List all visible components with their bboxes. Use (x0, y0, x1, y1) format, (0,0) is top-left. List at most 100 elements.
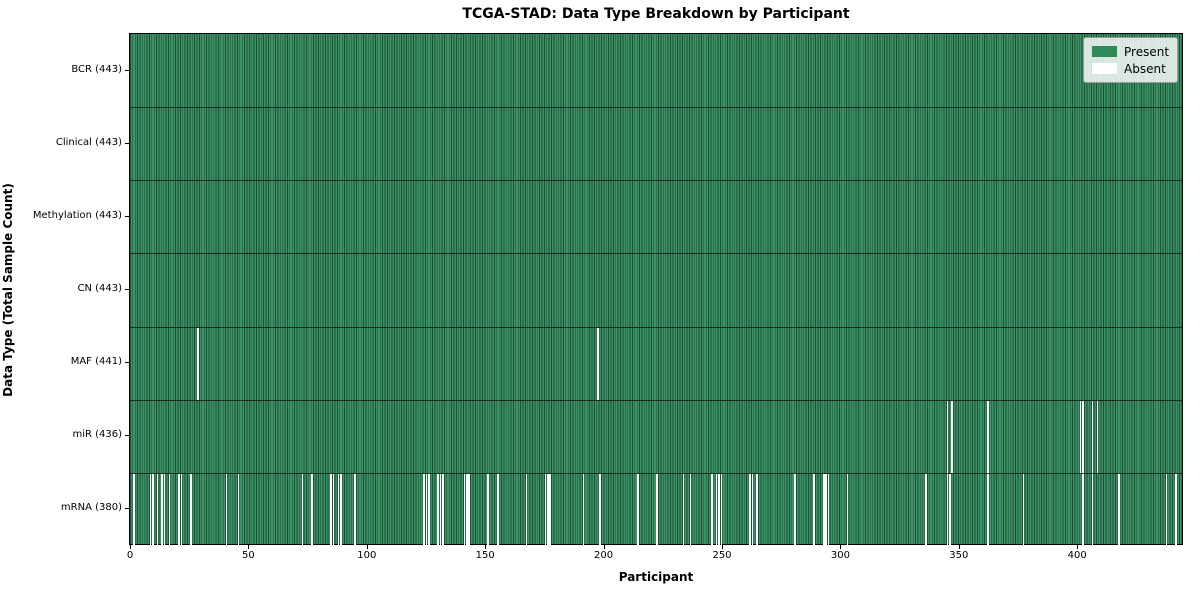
absent-bar (749, 473, 751, 546)
absent-bar (132, 473, 135, 546)
absent-bar (423, 473, 425, 546)
absent-bar (437, 473, 440, 546)
absent-bar (987, 473, 989, 546)
legend-label: Present (1124, 44, 1170, 59)
absent-bar (1117, 473, 1120, 546)
data-type-row (130, 472, 1182, 546)
absent-bar (1079, 400, 1082, 473)
x-tick-mark (1077, 545, 1079, 549)
absent-bar (1091, 473, 1094, 546)
absent-bar (794, 473, 796, 546)
x-tick-label: 350 (949, 550, 969, 561)
y-tick-mark (125, 142, 129, 144)
absent-bar (1022, 473, 1025, 546)
absent-bar (178, 473, 180, 546)
y-tick-mark (125, 215, 129, 217)
absent-bar (718, 473, 720, 546)
absent-bar (689, 473, 692, 546)
absent-bar (197, 327, 199, 400)
absent-bar (596, 327, 599, 400)
absent-bar (427, 473, 430, 546)
y-tick-mark (125, 289, 129, 290)
absent-bar (637, 473, 639, 546)
absent-bar (946, 400, 949, 473)
legend-entry-absent: Absent (1092, 60, 1169, 77)
absent-bar (332, 473, 335, 546)
absent-bar (720, 473, 723, 546)
legend: Present Absent (1083, 37, 1178, 83)
absent-bar (1091, 400, 1094, 473)
absent-bar (225, 473, 228, 546)
y-tick-label: Clinical (443) (55, 136, 122, 148)
absent-bar (751, 473, 754, 546)
absent-bar (946, 473, 949, 546)
absent-bar (301, 473, 304, 546)
y-tick-label: MAF (441) (70, 356, 122, 368)
x-tick-mark (130, 545, 131, 549)
x-tick-label: 300 (830, 550, 850, 561)
absent-bar (656, 473, 658, 546)
absent-bar (168, 473, 171, 546)
absent-bar (846, 473, 849, 546)
y-tick-mark (125, 362, 129, 364)
absent-bar (925, 473, 927, 546)
y-tick-label: miR (436) (72, 429, 122, 441)
absent-bar (711, 473, 713, 546)
absent-bar (1082, 473, 1084, 546)
absent-bar (337, 473, 340, 546)
absent-bar (1096, 400, 1099, 473)
legend-entry-present: Present (1092, 43, 1169, 60)
data-type-row (130, 326, 1182, 400)
data-type-row (130, 180, 1182, 253)
absent-bar (496, 473, 499, 546)
data-type-row (130, 107, 1182, 180)
absent-bar (163, 473, 166, 546)
absent-bar (237, 473, 240, 546)
absent-bar (439, 473, 442, 546)
absent-bar (682, 473, 685, 546)
y-tick-label: Methylation (443) (32, 209, 122, 221)
plot-area (129, 33, 1183, 546)
absent-bar (951, 400, 953, 473)
y-tick-mark (125, 435, 129, 437)
x-tick-mark (958, 545, 960, 549)
absent-bar (180, 473, 183, 546)
absent-bar (466, 473, 468, 546)
x-tick-mark (603, 545, 605, 549)
legend-label: Absent (1124, 61, 1166, 76)
x-tick-label: 250 (712, 550, 732, 561)
absent-bar (339, 473, 342, 546)
x-tick-mark (485, 545, 487, 549)
present-swatch (1092, 46, 1117, 57)
absent-bar (1082, 400, 1084, 473)
absent-bar (544, 473, 547, 546)
absent-bar (487, 473, 490, 546)
absent-bar (813, 473, 815, 546)
absent-bar (156, 473, 159, 546)
absent-bar (715, 473, 718, 546)
data-type-row (130, 34, 1182, 107)
absent-bar (949, 473, 951, 546)
x-tick-mark (840, 545, 842, 549)
chart-title: TCGA-STAD: Data Type Breakdown by Partic… (462, 6, 850, 22)
absent-bar (1175, 473, 1177, 546)
y-tick-label: CN (443) (77, 283, 122, 294)
absent-swatch (1092, 63, 1117, 74)
x-tick-label: 0 (126, 550, 134, 561)
absent-bar (599, 473, 601, 546)
absent-bar (354, 473, 356, 546)
absent-bar (190, 473, 192, 546)
data-type-row (130, 399, 1182, 473)
absent-bar (582, 473, 585, 546)
absent-bar (549, 473, 551, 546)
absent-bar (311, 473, 313, 546)
absent-bar (425, 473, 428, 546)
absent-bar (756, 473, 758, 546)
absent-bar (825, 473, 827, 546)
absent-bar (987, 400, 989, 473)
x-tick-mark (366, 545, 368, 549)
y-tick-label: BCR (443) (71, 63, 122, 75)
y-tick-mark (125, 508, 129, 510)
x-tick-label: 100 (357, 550, 377, 561)
absent-bar (442, 473, 444, 546)
